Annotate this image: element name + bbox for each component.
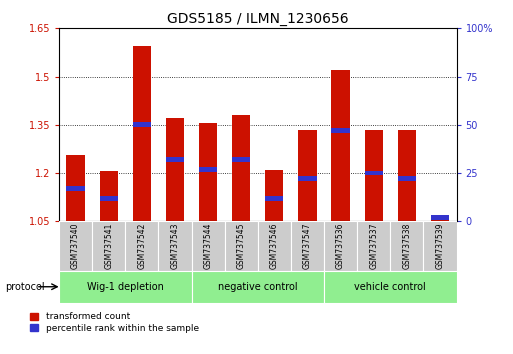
Bar (390, 221, 423, 271)
Bar (225, 221, 258, 271)
Text: GSM737541: GSM737541 (104, 223, 113, 269)
Bar (365, 130, 383, 221)
Text: GSM737536: GSM737536 (336, 223, 345, 269)
Bar (431, 215, 449, 220)
Bar (258, 221, 291, 271)
Bar (191, 271, 324, 303)
Bar (299, 130, 317, 221)
Text: GSM737544: GSM737544 (204, 223, 212, 269)
Bar (59, 221, 92, 271)
Bar (100, 171, 118, 221)
Bar (199, 167, 217, 172)
Bar (398, 176, 416, 181)
Legend: transformed count, percentile rank within the sample: transformed count, percentile rank withi… (30, 313, 199, 333)
Text: GSM737537: GSM737537 (369, 223, 378, 269)
Bar (199, 123, 217, 221)
Text: GSM737542: GSM737542 (137, 223, 146, 269)
Bar (398, 130, 416, 221)
Bar (331, 128, 350, 133)
Text: negative control: negative control (218, 282, 298, 292)
Bar (166, 157, 184, 162)
Text: Wig-1 depletion: Wig-1 depletion (87, 282, 164, 292)
Bar (324, 271, 457, 303)
Bar (431, 219, 449, 221)
Bar (423, 221, 457, 271)
Bar (125, 221, 159, 271)
Bar (357, 221, 390, 271)
Bar (59, 271, 191, 303)
Bar (331, 70, 350, 221)
Bar (232, 115, 250, 221)
Bar (291, 221, 324, 271)
Text: GSM737545: GSM737545 (236, 223, 246, 269)
Bar (92, 221, 125, 271)
Bar (265, 196, 284, 200)
Bar (232, 157, 250, 162)
Text: GSM737538: GSM737538 (402, 223, 411, 269)
Text: GSM737540: GSM737540 (71, 223, 80, 269)
Bar (265, 170, 284, 221)
Bar (67, 186, 85, 191)
Bar (67, 155, 85, 221)
Bar (324, 221, 357, 271)
Bar (166, 118, 184, 221)
Bar (299, 176, 317, 181)
Text: GSM737547: GSM737547 (303, 223, 312, 269)
Text: GSM737546: GSM737546 (270, 223, 279, 269)
Text: vehicle control: vehicle control (354, 282, 426, 292)
Text: GSM737543: GSM737543 (170, 223, 180, 269)
Title: GDS5185 / ILMN_1230656: GDS5185 / ILMN_1230656 (167, 12, 349, 26)
Bar (159, 221, 191, 271)
Bar (133, 46, 151, 221)
Bar (365, 171, 383, 176)
Bar (100, 196, 118, 200)
Text: GSM737539: GSM737539 (436, 223, 444, 269)
Bar (191, 221, 225, 271)
Text: protocol: protocol (5, 282, 45, 292)
Bar (133, 122, 151, 127)
